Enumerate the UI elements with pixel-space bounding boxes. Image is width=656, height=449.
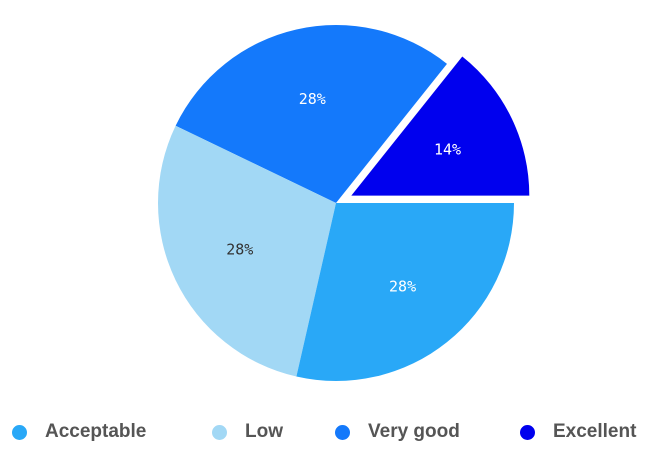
legend-label-excellent: Excellent <box>553 421 637 442</box>
pie-slice-very-good[interactable] <box>175 25 447 204</box>
pie-slice-excellent[interactable] <box>351 56 530 196</box>
pie-label-acceptable: 28% <box>389 277 416 295</box>
legend-item-low[interactable]: Low <box>212 416 283 448</box>
legend-label-low: Low <box>245 421 283 442</box>
legend-item-excellent[interactable]: Excellent <box>520 416 636 448</box>
pie-label-very-good: 28% <box>299 90 326 108</box>
legend-swatch-very-good <box>335 424 350 440</box>
pie-label-low: 28% <box>226 240 253 258</box>
pie-chart: 14% 28% 28% 28% <box>157 25 530 382</box>
legend-swatch-excellent <box>520 424 535 440</box>
legend-item-acceptable[interactable]: Acceptable <box>12 416 146 448</box>
legend-swatch-acceptable <box>12 424 27 440</box>
pie-label-excellent: 14% <box>434 140 461 158</box>
pie-slice-acceptable[interactable] <box>296 203 514 382</box>
legend-label-acceptable: Acceptable <box>45 421 147 442</box>
legend: Acceptable Low Very good Excellent <box>0 416 656 448</box>
legend-item-very-good[interactable]: Very good <box>335 416 460 448</box>
pie-slice-low[interactable] <box>157 125 336 377</box>
legend-swatch-low <box>212 424 227 440</box>
legend-label-very-good: Very good <box>368 421 460 442</box>
pie-labels: 14% 28% 28% 28% <box>226 90 461 296</box>
pie-slices <box>157 25 530 382</box>
